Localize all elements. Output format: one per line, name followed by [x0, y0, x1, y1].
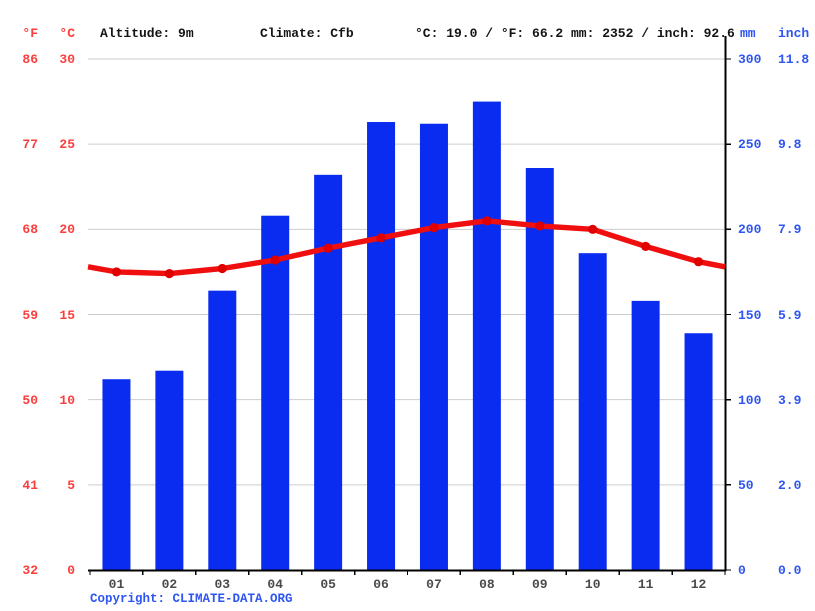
- month-label: 09: [531, 577, 548, 592]
- celsius-tick-label: 30: [59, 52, 75, 67]
- inch-tick-label: 3.9: [778, 392, 802, 408]
- copyright-label: Copyright:: [90, 592, 166, 606]
- temperature-point: [482, 216, 492, 226]
- header-inch-unit: inch: [778, 26, 810, 41]
- mm-tick-label: 100: [738, 392, 762, 408]
- precipitation-bar: [525, 168, 554, 570]
- month-label: 07: [426, 577, 442, 592]
- precipitation-bar: [578, 253, 607, 570]
- celsius-tick-label: 0: [67, 563, 75, 578]
- temperature-point: [535, 221, 545, 231]
- month-label: 11: [637, 577, 654, 592]
- header-precipitation-summary: mm: 2352 / inch: 92.6: [571, 26, 735, 41]
- fahrenheit-tick-label: 41: [22, 477, 38, 493]
- temperature-line: [87, 218, 726, 277]
- temperature-point: [641, 241, 651, 251]
- fahrenheit-tick-label: 86: [22, 52, 38, 67]
- inch-tick-label: 0.0: [778, 563, 802, 578]
- fahrenheit-tick-label: 59: [22, 307, 38, 323]
- inch-tick-label: 5.9: [778, 307, 802, 323]
- precipitation-bar: [367, 122, 396, 571]
- temperature-point: [164, 269, 174, 279]
- month-label: 10: [584, 577, 601, 592]
- fahrenheit-tick-label: 68: [22, 222, 38, 238]
- mm-tick-label: 0: [738, 563, 746, 578]
- precipitation-bar: [208, 290, 237, 570]
- header-temperature-summary: °C: 19.0 / °F: 66.2: [415, 26, 564, 41]
- fahrenheit-tick-label: 77: [22, 137, 38, 153]
- inch-tick-label: 11.8: [778, 52, 810, 67]
- month-label: 06: [373, 577, 389, 592]
- month-label: 02: [161, 577, 178, 592]
- temperature-point: [323, 243, 333, 253]
- precipitation-bar: [261, 215, 290, 570]
- celsius-tick-label: 15: [59, 307, 75, 323]
- month-label: 03: [214, 577, 231, 592]
- temperature-point: [588, 224, 598, 234]
- fahrenheit-tick-label: 32: [22, 563, 38, 578]
- fahrenheit-tick-label: 50: [22, 392, 38, 408]
- temperature-point: [270, 255, 280, 265]
- header-altitude: Altitude: 9m: [100, 26, 194, 41]
- precipitation-bar: [684, 333, 713, 570]
- celsius-tick-label: 5: [67, 477, 75, 493]
- precipitation-bar: [314, 174, 343, 570]
- mm-tick-label: 300: [738, 52, 762, 67]
- temperature-point: [693, 257, 704, 267]
- mm-tick-label: 200: [738, 222, 762, 238]
- month-label: 08: [479, 577, 495, 592]
- mm-tick-label: 150: [738, 307, 762, 323]
- header-mm-unit: mm: [740, 26, 756, 41]
- celsius-tick-label: 10: [59, 392, 75, 408]
- temperature-point: [429, 223, 439, 233]
- precipitation-bar: [631, 300, 660, 570]
- mm-tick-label: 50: [738, 477, 754, 493]
- month-label: 05: [320, 577, 336, 592]
- inch-tick-label: 9.8: [778, 137, 802, 153]
- temperature-point: [111, 267, 122, 277]
- inch-tick-label: 7.9: [778, 222, 802, 238]
- celsius-tick-label: 25: [59, 137, 75, 153]
- precipitation-bar: [419, 123, 448, 570]
- month-label: 12: [690, 577, 707, 592]
- copyright: Copyright: CLIMATE-DATA.ORG: [90, 591, 293, 608]
- header-fahrenheit-unit: °F: [22, 26, 38, 41]
- month-label: 01: [108, 577, 125, 592]
- mm-tick-label: 250: [738, 137, 762, 153]
- celsius-tick-label: 20: [59, 222, 75, 238]
- inch-tick-label: 2.0: [778, 477, 802, 493]
- copyright-link[interactable]: CLIMATE-DATA.ORG: [172, 592, 293, 606]
- header-climate-type: Climate: Cfb: [260, 26, 354, 41]
- month-label: 04: [267, 577, 283, 592]
- temperature-point: [376, 233, 386, 243]
- precipitation-bar: [102, 379, 131, 570]
- temperature-point: [217, 263, 227, 274]
- precipitation-bar: [472, 101, 501, 570]
- header-celsius-unit: °C: [59, 26, 75, 41]
- precipitation-bar: [155, 370, 184, 570]
